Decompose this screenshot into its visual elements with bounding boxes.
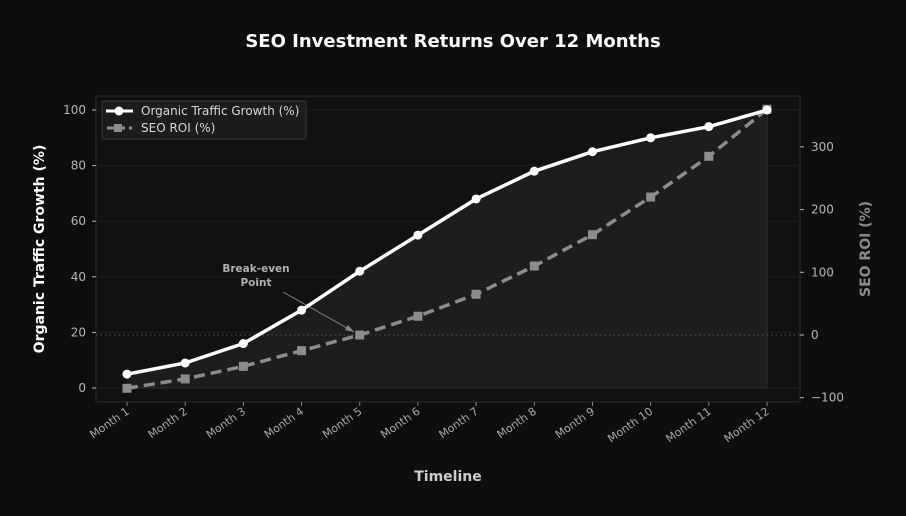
roi-point-marker <box>122 383 132 393</box>
roi-point-marker <box>704 151 714 161</box>
annotation-line-1: Break-even <box>222 263 289 275</box>
roi-series-line <box>126 107 769 391</box>
left-y-axis: 0 20 40 60 80 100 <box>63 103 96 395</box>
roi-point-marker <box>646 192 656 202</box>
right-tick-label: −100 <box>811 391 844 405</box>
chart-title: SEO Investment Returns Over 12 Months <box>245 31 660 52</box>
left-tick-label: 0 <box>78 381 86 395</box>
traffic-point-marker <box>587 147 597 157</box>
legend-item-roi: SEO ROI (%) <box>107 121 215 135</box>
traffic-point-marker <box>471 194 481 204</box>
left-tick-label: 80 <box>71 159 86 173</box>
legend-roi-label: SEO ROI (%) <box>141 121 215 135</box>
roi-point-marker <box>180 374 190 384</box>
traffic-point-marker <box>704 122 714 132</box>
right-tick-label: 100 <box>811 265 834 279</box>
traffic-point-marker <box>122 369 132 379</box>
legend-roi-square-icon <box>114 124 122 132</box>
roi-point-marker <box>238 361 248 371</box>
traffic-point-marker <box>762 105 772 115</box>
traffic-series-markers <box>122 105 772 379</box>
right-y-axis: −100 0 100 200 300 <box>800 140 844 405</box>
traffic-point-marker <box>355 266 365 276</box>
annotation-line-2: Point <box>240 277 271 289</box>
fill-area-edges <box>127 110 768 389</box>
x-axis-label: Timeline <box>414 469 482 485</box>
arrow-head-icon <box>345 325 354 332</box>
legend-traffic-circle-icon <box>114 106 124 116</box>
left-tick-label: 40 <box>71 270 86 284</box>
left-tick-label: 60 <box>71 214 86 228</box>
traffic-point-marker <box>180 358 190 368</box>
traffic-point-marker <box>529 166 539 176</box>
right-tick-label: 0 <box>811 328 819 342</box>
legend-box <box>101 100 307 140</box>
legend-traffic-label: Organic Traffic Growth (%) <box>141 104 299 118</box>
roi-point-marker <box>471 289 481 299</box>
traffic-point-marker <box>238 339 248 349</box>
legend-item-traffic: Organic Traffic Growth (%) <box>106 104 299 118</box>
traffic-series-line <box>126 108 768 376</box>
roi-point-marker <box>529 261 539 271</box>
left-y-axis-label: Organic Traffic Growth (%) <box>32 145 48 354</box>
traffic-point-marker <box>413 230 423 240</box>
roi-point-marker <box>413 311 423 321</box>
traffic-point-marker <box>297 305 307 315</box>
right-tick-label: 300 <box>811 140 834 154</box>
right-y-axis-label: SEO ROI (%) <box>858 201 874 297</box>
left-tick-label: 100 <box>63 103 86 117</box>
break-even-annotation: Break-even Point <box>222 263 355 333</box>
roi-point-marker <box>587 230 597 240</box>
left-tick-label: 20 <box>71 325 86 339</box>
legend-roi-dash-icon <box>129 126 132 130</box>
annotation-arrow <box>282 291 355 333</box>
roi-point-marker <box>355 330 365 340</box>
legend: Organic Traffic Growth (%) SEO ROI (%) <box>101 100 307 140</box>
roi-point-marker <box>297 346 307 356</box>
right-tick-label: 200 <box>811 203 834 217</box>
traffic-point-marker <box>646 133 656 143</box>
